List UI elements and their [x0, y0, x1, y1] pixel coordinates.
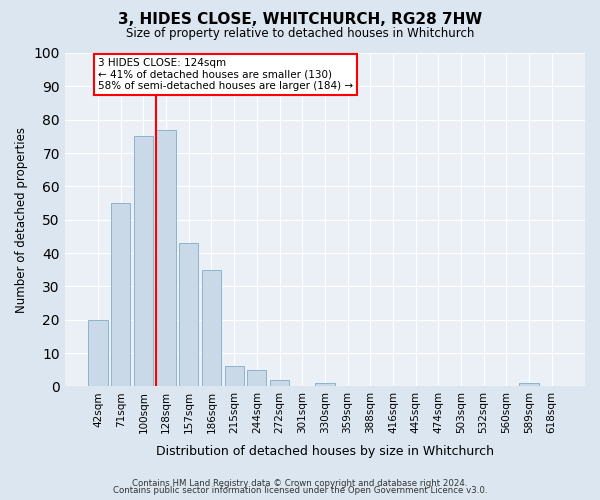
- Text: Size of property relative to detached houses in Whitchurch: Size of property relative to detached ho…: [126, 28, 474, 40]
- Bar: [157, 130, 176, 386]
- Bar: [88, 320, 108, 386]
- Bar: [270, 380, 289, 386]
- Bar: [520, 383, 539, 386]
- Bar: [315, 383, 335, 386]
- Bar: [134, 136, 153, 386]
- Bar: [179, 243, 199, 386]
- Text: 3 HIDES CLOSE: 124sqm
← 41% of detached houses are smaller (130)
58% of semi-det: 3 HIDES CLOSE: 124sqm ← 41% of detached …: [98, 58, 353, 91]
- Y-axis label: Number of detached properties: Number of detached properties: [15, 126, 28, 312]
- Text: Contains HM Land Registry data © Crown copyright and database right 2024.: Contains HM Land Registry data © Crown c…: [132, 478, 468, 488]
- X-axis label: Distribution of detached houses by size in Whitchurch: Distribution of detached houses by size …: [156, 444, 494, 458]
- Text: 3, HIDES CLOSE, WHITCHURCH, RG28 7HW: 3, HIDES CLOSE, WHITCHURCH, RG28 7HW: [118, 12, 482, 28]
- Bar: [224, 366, 244, 386]
- Text: Contains public sector information licensed under the Open Government Licence v3: Contains public sector information licen…: [113, 486, 487, 495]
- Bar: [247, 370, 266, 386]
- Bar: [111, 203, 130, 386]
- Bar: [202, 270, 221, 386]
